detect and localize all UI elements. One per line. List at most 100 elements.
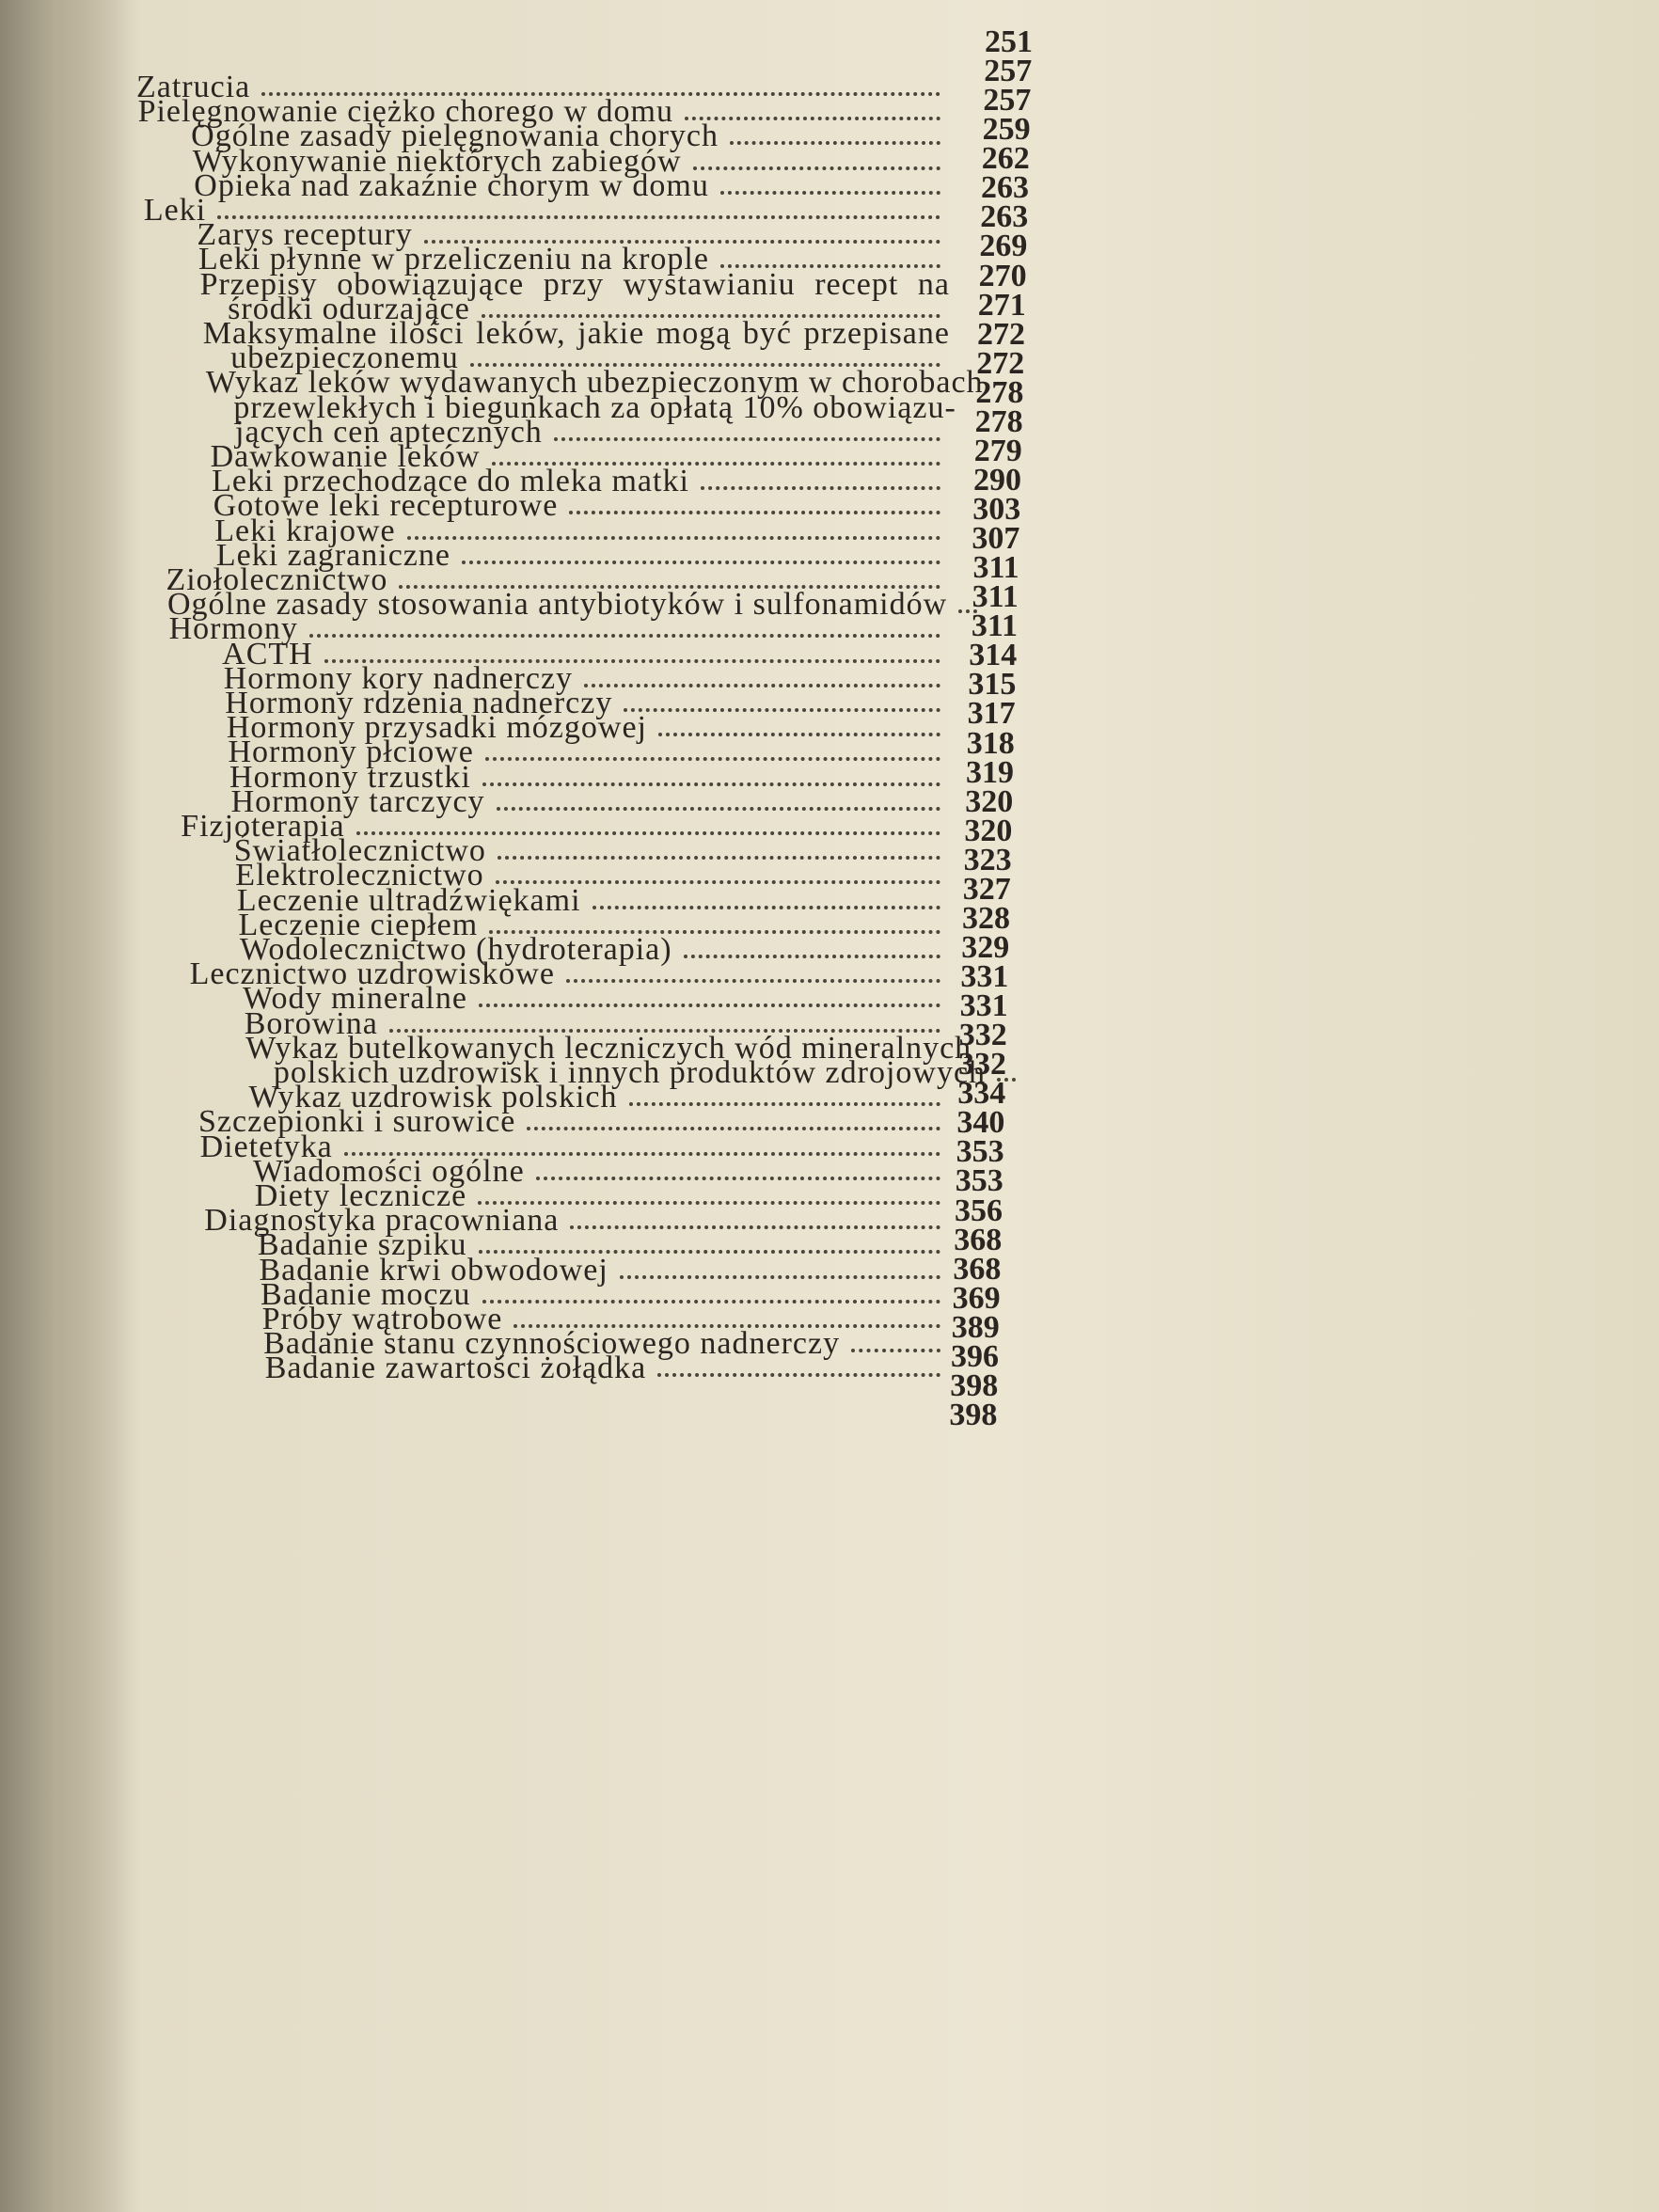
dot-leader [491,462,940,466]
entry-text: Hormony trzustki [229,759,471,795]
toc-entry-line: Światłolecznictwo [233,833,950,869]
dot-leader [997,1078,1017,1082]
toc-entry-line: Badanie krwi obwodowej [259,1254,950,1286]
page-number: 259 [982,112,1031,148]
toc-entry-line: Leki zagraniczne [215,537,950,573]
toc-entry-line: Szczepionki i surowice [198,1104,950,1140]
entry-text: Fizjoterapia [181,809,345,844]
entry-text: Leki [143,193,207,228]
dot-leader [700,486,940,491]
entry-text: Opieka nad zakaźnie chorym w domu [194,167,709,203]
entry-text: Próby wątrobowe [261,1302,503,1336]
page-number: 269 [979,229,1028,264]
entry-text: Dietetyka [199,1129,333,1164]
page-number: 311 [972,579,1019,615]
page-number: 334 [957,1076,1006,1112]
page-number: 328 [962,900,1010,936]
entry-text: Przepisy obowiązujące przy wystawianiu r… [199,266,950,302]
dot-leader [683,955,940,958]
toc-entry-line: Ogólne zasady pielęgnowania chorych [191,120,950,152]
toc-entry-line: Hormony trzustki [229,759,950,795]
toc-entry-line: Ziołolecznictwo [166,562,950,597]
toc-entry-line: Opieka nad zakaźnie chorym w domu [194,167,950,203]
entry-text: Hormony rdzenia nadnerczy [225,686,613,720]
page-number: 353 [955,1163,1003,1199]
entry-text: jących cen aptecznych [235,414,543,450]
dot-leader [496,806,940,811]
entry-text: Lecznictwo uzdrowiskowe [189,956,555,992]
entry-text: Wykaz butelkowanych leczniczych wód mine… [245,1030,972,1066]
entry-text: Hormony przysadki mózgowej [226,710,647,746]
entry-text: Diagnostyka pracowniana [204,1203,560,1239]
dot-leader [478,1201,940,1205]
toc-entry-line: Przepisy obowiązujące przy wystawianiu r… [199,266,950,302]
dot-leader [478,1003,940,1008]
page-number: 272 [976,345,1025,381]
dot-leader [489,929,940,934]
toc-entry-line: Zatrucia [136,71,950,103]
toc-entry-line: Hormony kory nadnerczy [223,660,950,696]
toc-entry-line: jących cen aptecznych [235,414,950,450]
page-number: 263 [980,199,1029,235]
toc-entry-line: Wody mineralne [243,983,950,1015]
toc-entry-line: Wykaz butelkowanych leczniczych wód mine… [245,1030,972,1066]
page-number: 369 [952,1280,1001,1316]
dot-leader [730,141,940,146]
page-number: 279 [973,433,1022,468]
page-number: 318 [966,725,1015,761]
dot-leader [624,708,940,712]
dot-leader [308,634,940,639]
toc-entry-line: Próby wątrobowe [261,1302,950,1336]
page-number: 340 [956,1105,1005,1141]
toc-entry-line: Pielęgnowanie ciężko chorego w domu [138,96,950,128]
toc-entry-line: Leczenie ultradźwiękami [237,884,950,916]
page-number: 317 [967,696,1016,732]
page-number: 332 [958,1018,1007,1053]
toc-entry-line: ubezpieczonemu [230,342,950,374]
entry-text: Elektrolecznictwo [235,858,484,893]
toc-entry-line: Leczenie ciepłem [238,908,950,940]
entry-text: Hormony kory nadnerczy [223,660,574,696]
page-number: 257 [983,83,1032,118]
dot-leader [719,264,940,269]
page-number: 389 [951,1309,1000,1345]
dot-leader [535,1176,940,1180]
toc-entry-line: Ogólne zasady stosowania antybiotyków i … [167,589,978,621]
toc-entry-line: ACTH [222,638,950,670]
dot-leader [478,1250,940,1255]
page-number: 320 [964,813,1013,848]
entry-text: Wiadomości ogólne [253,1153,525,1189]
toc-entry-line: Dawkowanie leków [210,439,950,474]
page-number: 257 [984,54,1033,89]
toc-entry-line: środki odurzające [228,292,950,324]
entry-text: Leki krajowe [214,513,396,548]
page-number: 262 [981,141,1030,177]
dot-leader [584,683,940,687]
entry-text: Wykonywanie niektórych zabiegów [192,143,682,179]
entry-text: Gotowe leki recepturowe [213,488,559,524]
toc-entry-line: Wodolecznictwo (hydroterapia) [240,934,950,966]
dot-leader [497,856,940,861]
entry-text: Leki zagraniczne [215,537,450,573]
page-number: 368 [954,1222,1003,1257]
dot-leader [482,782,940,786]
dot-leader [569,511,940,515]
page-number: 270 [978,258,1027,293]
page-number: 329 [961,929,1010,965]
entry-text: przewlekłych i biegunkach za opłatą 10% … [233,389,956,425]
entry-text: Światłolecznictwo [233,833,486,869]
toc-entry-line: Leki [143,193,950,228]
entry-text: Ziołolecznictwo [166,562,388,597]
toc-entry-line: Leki przechodzące do mleka matki [212,466,950,498]
toc-entry-line: Wykaz uzdrowisk polskich [248,1082,950,1114]
page-number: 251 [985,24,1033,59]
dot-leader [657,1373,940,1378]
dot-leader [482,1299,940,1304]
entry-text: Szczepionki i surowice [198,1104,516,1140]
page-number: 353 [956,1134,1004,1170]
entry-text: Dawkowanie leków [210,439,481,474]
page-number: 307 [972,521,1020,557]
page-number: 311 [971,608,1018,644]
dot-leader [553,436,940,441]
entry-text: Hormony tarczycy [230,783,485,819]
